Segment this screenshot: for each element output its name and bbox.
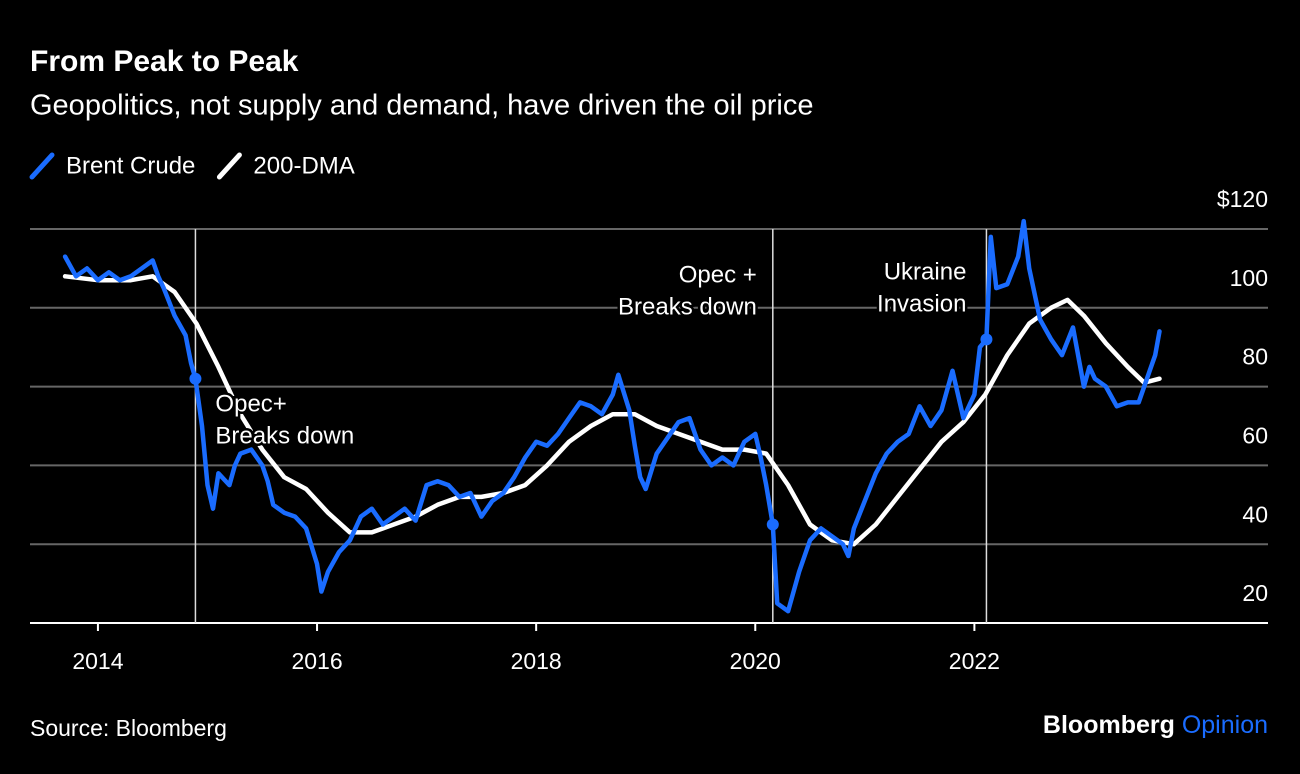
annotation-label: Breaks down bbox=[215, 422, 354, 449]
annotation-label: Ukraine bbox=[884, 258, 967, 285]
x-tick-label: 2020 bbox=[730, 648, 781, 674]
source: Source: Bloomberg bbox=[30, 715, 227, 741]
brand: Bloomberg Opinion bbox=[1043, 711, 1268, 739]
annotation-label: Breaks down bbox=[618, 293, 757, 320]
annotation-label: Invasion bbox=[877, 290, 966, 317]
annotation-label: Opec + bbox=[679, 261, 757, 288]
y-tick-label: 20 bbox=[1242, 580, 1268, 606]
y-tick-label: 60 bbox=[1242, 422, 1268, 448]
y-tick-label: 40 bbox=[1242, 501, 1268, 527]
annotation-label: Opec+ bbox=[215, 390, 286, 417]
legend-swatch bbox=[216, 152, 242, 180]
x-tick-label: 2014 bbox=[72, 648, 123, 674]
x-tick-label: 2018 bbox=[511, 648, 562, 674]
series-line bbox=[62, 218, 1162, 614]
brand-suffix: Opinion bbox=[1182, 711, 1268, 739]
legend-label: Brent Crude bbox=[66, 152, 195, 179]
y-tick-label: 100 bbox=[1230, 265, 1268, 291]
chart-title: From Peak to Peak bbox=[30, 45, 299, 78]
legend-label: 200-DMA bbox=[253, 152, 354, 179]
annotation-dot bbox=[189, 372, 202, 385]
y-tick-label: 80 bbox=[1242, 344, 1268, 370]
x-tick-label: 2016 bbox=[291, 648, 342, 674]
series-line bbox=[62, 274, 1162, 547]
brand-name: Bloomberg bbox=[1043, 711, 1175, 739]
annotation-dot bbox=[980, 333, 993, 346]
y-tick-label: $120 bbox=[1217, 186, 1268, 212]
x-tick-label: 2022 bbox=[949, 648, 1000, 674]
annotation-dot bbox=[766, 518, 779, 531]
legend-swatch bbox=[29, 152, 55, 180]
chart-subtitle: Geopolitics, not supply and demand, have… bbox=[30, 90, 813, 122]
